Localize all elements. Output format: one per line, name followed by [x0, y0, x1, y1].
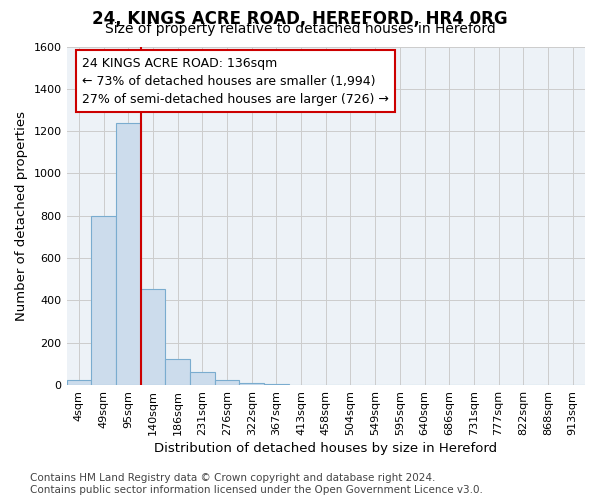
Bar [91, 216, 116, 385]
Bar [190, 372, 215, 385]
Bar [215, 380, 239, 385]
Bar [116, 122, 140, 385]
Bar [165, 358, 190, 385]
Text: 24 KINGS ACRE ROAD: 136sqm
← 73% of detached houses are smaller (1,994)
27% of s: 24 KINGS ACRE ROAD: 136sqm ← 73% of deta… [82, 56, 389, 106]
Text: 24, KINGS ACRE ROAD, HEREFORD, HR4 0RG: 24, KINGS ACRE ROAD, HEREFORD, HR4 0RG [92, 10, 508, 28]
X-axis label: Distribution of detached houses by size in Hereford: Distribution of detached houses by size … [154, 442, 497, 455]
Text: Size of property relative to detached houses in Hereford: Size of property relative to detached ho… [104, 22, 496, 36]
Bar [67, 380, 91, 385]
Bar [264, 384, 289, 385]
Bar [140, 289, 165, 385]
Text: Contains HM Land Registry data © Crown copyright and database right 2024.
Contai: Contains HM Land Registry data © Crown c… [30, 474, 483, 495]
Y-axis label: Number of detached properties: Number of detached properties [15, 111, 28, 321]
Bar [239, 383, 264, 385]
